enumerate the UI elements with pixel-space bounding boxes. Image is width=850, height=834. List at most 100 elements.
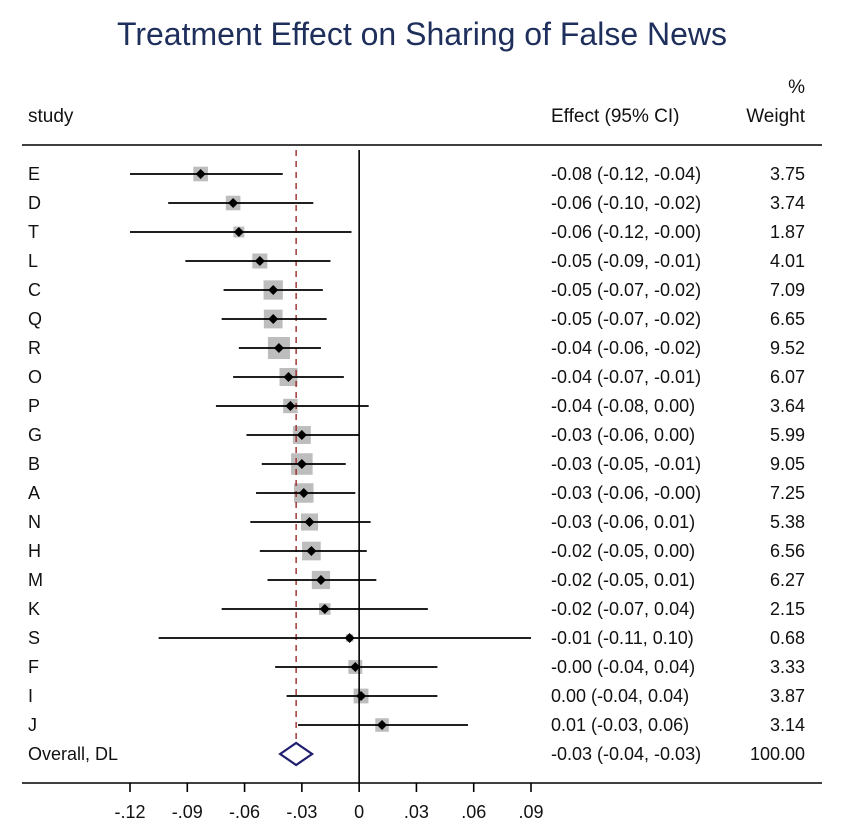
point-estimate-C	[268, 285, 279, 295]
point-estimate-B	[296, 459, 307, 469]
overall-weight-value: 100.00	[750, 744, 805, 764]
weight-value: 2.15	[770, 599, 805, 619]
study-label: N	[28, 512, 41, 532]
x-axis: -.12 -.09 -.06 -.03 0 .03 .06 .09	[114, 783, 544, 822]
point-estimate-K	[319, 604, 330, 614]
x-tick-label: .09	[518, 802, 543, 822]
effect-ci-value: -0.04 (-0.08, 0.00)	[551, 396, 695, 416]
effect-ci-value: -0.03 (-0.06, -0.00)	[551, 483, 701, 503]
overall-effect-ci-value: -0.03 (-0.04, -0.03)	[551, 744, 701, 764]
weight-value: 3.64	[770, 396, 805, 416]
overall-diamond	[278, 741, 315, 767]
weight-value: 0.68	[770, 628, 805, 648]
chart-title: Treatment Effect on Sharing of False New…	[117, 16, 727, 52]
study-label: A	[28, 483, 40, 503]
confidence-intervals	[130, 169, 531, 767]
effect-ci-value: -0.05 (-0.09, -0.01)	[551, 251, 701, 271]
effect-ci-value: -0.08 (-0.12, -0.04)	[551, 164, 701, 184]
weight-value: 4.01	[770, 251, 805, 271]
study-label: K	[28, 599, 40, 619]
weight-value: 6.27	[770, 570, 805, 590]
effect-ci-value: -0.04 (-0.06, -0.02)	[551, 338, 701, 358]
weight-value: 5.38	[770, 512, 805, 532]
study-label: M	[28, 570, 43, 590]
effect-ci-value: -0.02 (-0.05, 0.00)	[551, 541, 695, 561]
effect-ci-value: -0.03 (-0.06, 0.01)	[551, 512, 695, 532]
weight-value: 9.05	[770, 454, 805, 474]
effect-ci-value: -0.01 (-0.11, 0.10)	[551, 628, 694, 648]
study-label: P	[28, 396, 40, 416]
weight-value: 6.56	[770, 541, 805, 561]
x-tick-label: -.09	[172, 802, 203, 822]
study-label: H	[28, 541, 41, 561]
study-label: F	[28, 657, 39, 677]
point-estimate-N	[304, 517, 315, 527]
weight-value: 3.14	[770, 715, 805, 735]
weight-value: 7.25	[770, 483, 805, 503]
effect-ci-value: -0.05 (-0.07, -0.02)	[551, 280, 701, 300]
study-label: O	[28, 367, 42, 387]
point-estimate-T	[233, 227, 244, 237]
study-column-header: study	[28, 106, 74, 127]
weight-value: 5.99	[770, 425, 805, 445]
point-estimate-I	[356, 691, 367, 701]
study-label: Q	[28, 309, 42, 329]
effect-ci-value: -0.06 (-0.12, -0.00)	[551, 222, 701, 242]
effect-ci-value: -0.00 (-0.04, 0.04)	[551, 657, 695, 677]
point-estimate-A	[298, 488, 309, 498]
point-estimate-H	[306, 546, 317, 556]
x-tick-label: -.12	[114, 802, 145, 822]
point-estimate-L	[254, 256, 265, 266]
weight-value: 6.65	[770, 309, 805, 329]
weight-value: 7.09	[770, 280, 805, 300]
weight-value: 3.33	[770, 657, 805, 677]
weight-value: 6.07	[770, 367, 805, 387]
study-label: G	[28, 425, 42, 445]
effect-ci-value: -0.03 (-0.05, -0.01)	[551, 454, 701, 474]
overall-label: Overall, DL	[28, 744, 118, 764]
point-estimate-Q	[268, 314, 279, 324]
x-tick-label: .03	[404, 802, 429, 822]
weight-value: 3.74	[770, 193, 805, 213]
study-label: R	[28, 338, 41, 358]
study-label: J	[28, 715, 37, 735]
weight-value: 1.87	[770, 222, 805, 242]
x-tick-label: .06	[461, 802, 486, 822]
study-label: I	[28, 686, 33, 706]
study-label: C	[28, 280, 41, 300]
weight-value: 3.75	[770, 164, 805, 184]
weight-header-label: Weight	[746, 106, 806, 127]
weight-value: 3.87	[770, 686, 805, 706]
point-estimate-E	[195, 169, 206, 179]
point-estimate-D	[228, 198, 239, 208]
point-estimate-J	[377, 720, 388, 730]
effect-ci-value: 0.01 (-0.03, 0.06)	[551, 715, 689, 735]
study-label: B	[28, 454, 40, 474]
study-label: L	[28, 251, 38, 271]
point-estimate-M	[315, 575, 326, 585]
effect-ci-value: -0.04 (-0.07, -0.01)	[551, 367, 701, 387]
weight-header-percent: %	[788, 77, 805, 98]
effect-ci-value: -0.02 (-0.07, 0.04)	[551, 599, 695, 619]
effect-ci-value: 0.00 (-0.04, 0.04)	[551, 686, 689, 706]
effect-ci-value: -0.06 (-0.10, -0.02)	[551, 193, 701, 213]
point-estimate-S	[344, 633, 355, 643]
x-tick-label: 0	[354, 802, 364, 822]
x-tick-label: -.03	[286, 802, 317, 822]
effect-ci-value: -0.02 (-0.05, 0.01)	[551, 570, 695, 590]
point-estimate-P	[285, 401, 296, 411]
study-label: T	[28, 222, 39, 242]
x-tick-label: -.06	[229, 802, 260, 822]
effect-ci-value: -0.05 (-0.07, -0.02)	[551, 309, 701, 329]
study-label: D	[28, 193, 41, 213]
study-rows: E -0.08 (-0.12, -0.04) 3.75 D -0.06 (-0.10, …	[28, 164, 805, 764]
study-label: E	[28, 164, 40, 184]
point-estimate-G	[296, 430, 307, 440]
point-estimate-O	[283, 372, 294, 382]
point-estimate-F	[350, 662, 361, 672]
weight-value: 9.52	[770, 338, 805, 358]
study-label: S	[28, 628, 40, 648]
effect-ci-value: -0.03 (-0.06, 0.00)	[551, 425, 695, 445]
effect-column-header: Effect (95% CI)	[551, 106, 679, 127]
